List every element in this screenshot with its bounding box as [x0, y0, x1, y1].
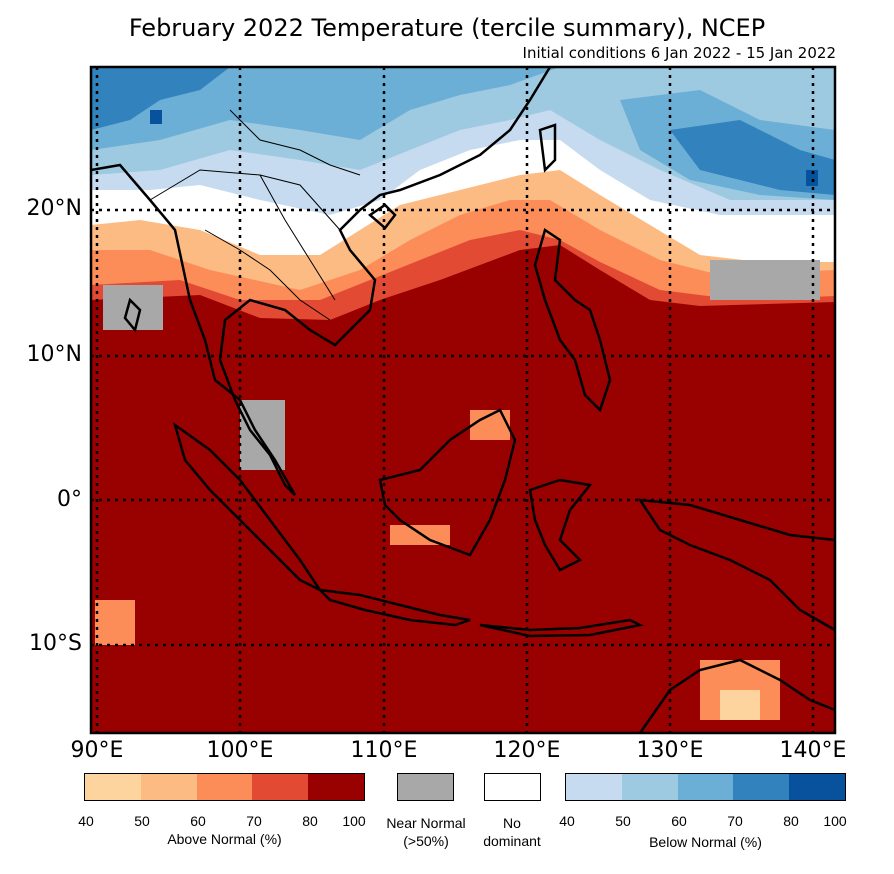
legend-below-tick: 100 — [823, 813, 847, 829]
region-above-40-50 — [720, 690, 760, 720]
legend-above-tick: 50 — [134, 813, 150, 829]
lat-label-10n: 10°N — [26, 342, 82, 367]
legend-above-caption: Above Normal (%) — [167, 831, 282, 847]
region-below-80-100 — [150, 110, 162, 124]
lon-label-110e: 110°E — [350, 738, 418, 763]
region-below-60-70 — [91, 67, 835, 200]
legend-above-tick: 70 — [246, 813, 262, 829]
lat-label-20n: 20°N — [26, 196, 82, 221]
legend-below-tick: 60 — [671, 813, 687, 829]
map-title: February 2022 Temperature (tercile summa… — [128, 14, 766, 42]
region-near-normal — [710, 260, 820, 300]
region-below-80-100 — [806, 170, 818, 186]
legend-above-tick: 60 — [190, 813, 206, 829]
legend-below-swatch — [789, 774, 845, 800]
legend-above-swatch — [140, 774, 197, 800]
region-near-normal — [240, 400, 285, 470]
legend-below-swatch — [566, 774, 622, 800]
legend-above-swatch — [308, 774, 364, 800]
region-above-60-80 — [95, 600, 135, 645]
country-borders — [149, 109, 361, 321]
legend-below-tick: 70 — [727, 813, 743, 829]
legend-near-normal-caption-2: (>50%) — [403, 833, 449, 849]
legend-above-tick: 80 — [302, 813, 318, 829]
legend-near-normal-caption-1: Near Normal — [386, 815, 466, 831]
legend-near-normal-swatch — [397, 773, 454, 801]
lat-label-10s: 10°S — [29, 631, 82, 656]
lon-label-100e: 100°E — [206, 738, 274, 763]
legend-below-tick: 50 — [615, 813, 631, 829]
legend-above-normal-bar — [84, 773, 365, 801]
coastlines — [91, 67, 835, 733]
legend-below-tick: 80 — [783, 813, 799, 829]
legend-above-swatch — [85, 774, 141, 800]
legend-above-swatch — [252, 774, 309, 800]
map-frame — [89, 65, 837, 735]
region-below-70-80 — [91, 67, 835, 195]
legend-no-dominant-swatch — [484, 773, 541, 801]
legend-no-dominant-caption-2: dominant — [483, 833, 541, 849]
legend-below-normal-bar — [565, 773, 846, 801]
legend-below-swatch — [733, 774, 790, 800]
legend-below-swatch — [621, 774, 678, 800]
legend-below-tick: 40 — [559, 813, 575, 829]
legend-above-swatch — [196, 774, 253, 800]
legend-above-tick: 40 — [78, 813, 94, 829]
map-subtitle: Initial conditions 6 Jan 2022 - 15 Jan 2… — [522, 44, 836, 62]
lon-label-90e: 90°E — [70, 738, 124, 763]
legend-above-tick: 100 — [342, 813, 366, 829]
lon-label-130e: 130°E — [636, 738, 704, 763]
legend-below-caption: Below Normal (%) — [649, 834, 762, 850]
gridlines — [91, 67, 835, 733]
lat-label-0: 0° — [57, 487, 82, 512]
lon-label-140e: 140°E — [779, 738, 847, 763]
region-above-60-80 — [390, 525, 450, 545]
legend-below-swatch — [677, 774, 734, 800]
region-near-normal — [103, 285, 163, 330]
legend-no-dominant-caption-1: No — [503, 815, 521, 831]
lon-label-120e: 120°E — [493, 738, 561, 763]
